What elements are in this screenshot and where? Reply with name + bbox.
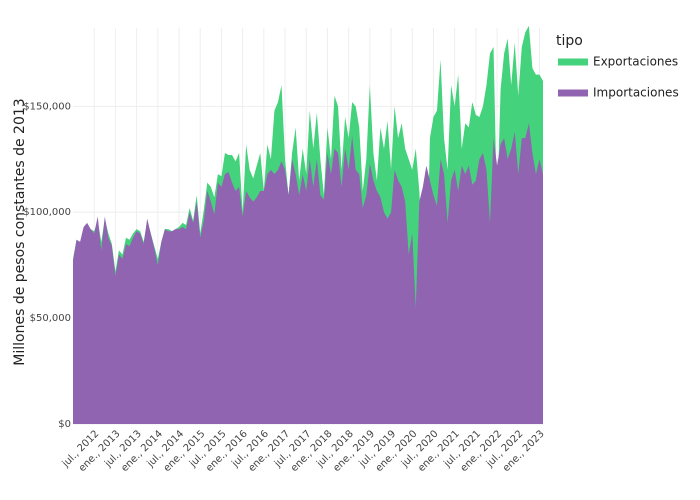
area: [73, 123, 543, 424]
legend: Exportaciones Importaciones: [558, 55, 679, 100]
y-tick-label: $50,000: [30, 313, 71, 324]
y-axis-label: Millones de pesos constantes de 2013: [12, 98, 28, 365]
y-tick-label: $150,000: [23, 101, 71, 112]
y-tick-label: $100,000: [23, 207, 71, 218]
legend-label: Importaciones: [593, 86, 679, 100]
areas: [73, 25, 543, 424]
legend-label: Exportaciones: [593, 55, 678, 69]
y-tick-label: $0: [58, 419, 71, 430]
legend-title: tipo: [556, 33, 583, 49]
